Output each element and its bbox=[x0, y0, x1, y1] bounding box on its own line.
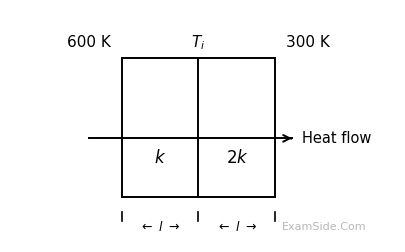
Text: $\leftarrow$ $l$ $\rightarrow$: $\leftarrow$ $l$ $\rightarrow$ bbox=[139, 220, 181, 234]
Text: $k$: $k$ bbox=[154, 149, 166, 167]
Text: $T_i$: $T_i$ bbox=[191, 34, 206, 52]
Bar bbox=[122, 58, 275, 197]
Text: 300 K: 300 K bbox=[286, 35, 330, 50]
Text: $2k$: $2k$ bbox=[226, 149, 248, 167]
Text: ExamSide.Com: ExamSide.Com bbox=[282, 222, 366, 232]
Text: 600 K: 600 K bbox=[67, 35, 111, 50]
Text: Heat flow: Heat flow bbox=[302, 131, 371, 146]
Text: $\leftarrow$ $l$ $\rightarrow$: $\leftarrow$ $l$ $\rightarrow$ bbox=[216, 220, 258, 234]
